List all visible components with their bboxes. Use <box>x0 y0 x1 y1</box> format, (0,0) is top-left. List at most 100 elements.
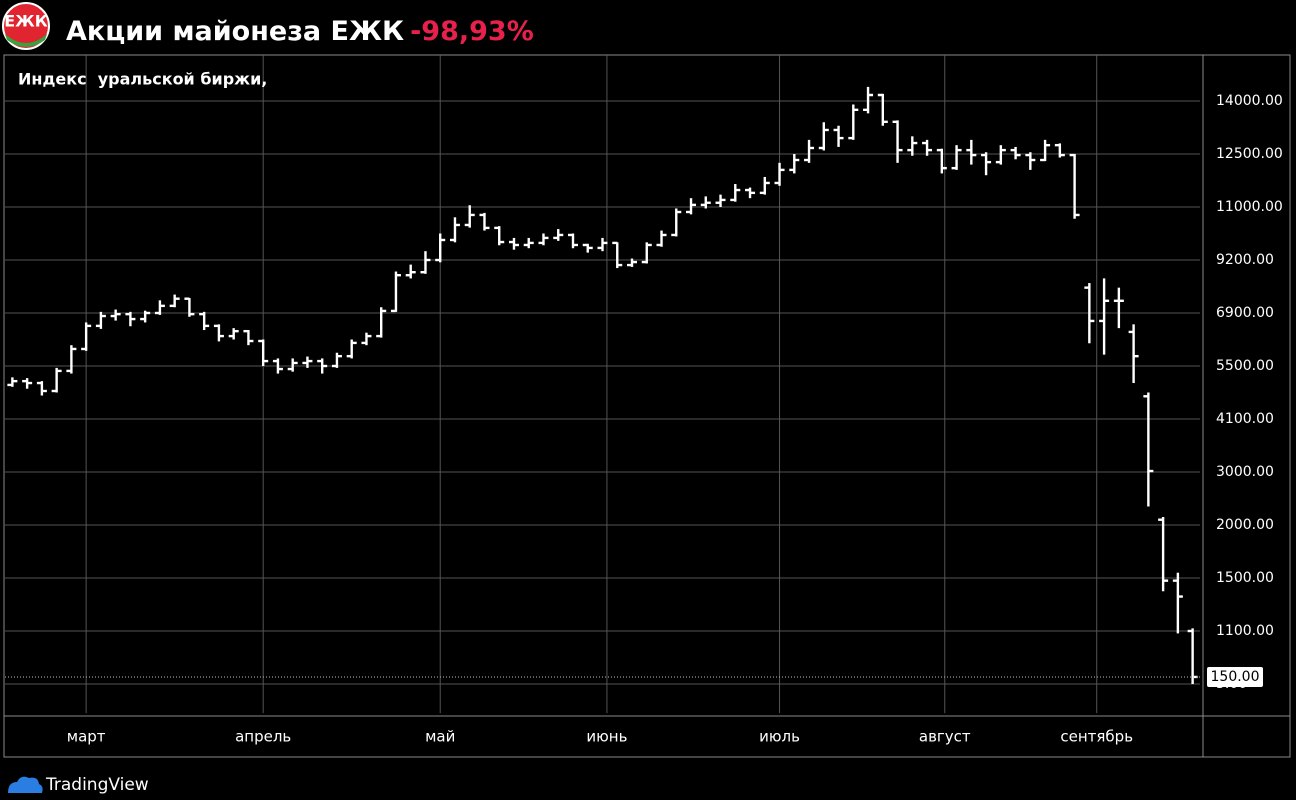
ohlc-bar <box>523 237 534 249</box>
ohlc-bar <box>508 237 519 250</box>
y-tick-label: 9200.00 <box>1216 252 1274 268</box>
ohlc-bar <box>494 226 505 246</box>
ohlc-bar <box>1113 287 1124 329</box>
y-tick-label: 3000.00 <box>1216 464 1274 480</box>
logo-text: ЕЖК <box>4 12 48 31</box>
ohlc-bar <box>833 125 844 147</box>
ohlc-bar <box>1084 283 1095 344</box>
ohlc-bar <box>1143 392 1154 507</box>
y-tick-label: 2000.00 <box>1216 517 1274 533</box>
ohlc-bar <box>36 381 47 396</box>
ohlc-bar <box>464 205 475 228</box>
ohlc-bar <box>582 243 593 253</box>
ohlc-bar <box>1099 278 1110 355</box>
ohlc-bar <box>420 251 431 274</box>
ohlc-bar <box>848 104 859 140</box>
ohlc-bar <box>184 297 195 317</box>
x-tick-label: август <box>919 728 971 746</box>
ohlc-bar <box>272 358 283 374</box>
ohlc-bar <box>951 145 962 170</box>
frame <box>3 54 1291 758</box>
ohlc-bar <box>995 145 1006 165</box>
ohlc-bar <box>243 329 254 346</box>
ohlc-bar <box>907 136 918 156</box>
ohlc-bar <box>22 378 33 389</box>
ohlc-bar <box>1158 517 1169 592</box>
ohlc-bar <box>95 311 106 329</box>
x-tick-label: сентябрь <box>1060 728 1133 746</box>
ohlc-bar <box>228 328 239 340</box>
y-tick-label: 11000.00 <box>1216 199 1283 215</box>
ohlc-bar <box>154 300 165 315</box>
ohlc-bar <box>199 311 210 331</box>
ohlc-bar <box>936 148 947 174</box>
ohlc-bar <box>125 311 136 327</box>
ohlc-bar <box>346 339 357 359</box>
ohlc-bar <box>479 212 490 231</box>
y-tick-label: 12500.00 <box>1216 146 1283 162</box>
ohlc-bar <box>140 310 151 323</box>
x-tick-label: май <box>425 728 455 746</box>
ohlc-bar <box>612 241 623 269</box>
watermark: TradingView <box>45 775 149 795</box>
ohlc-bar <box>745 187 756 199</box>
y-tick-label: 6900.00 <box>1216 305 1274 321</box>
ohlc-bar <box>376 307 387 338</box>
ohlc-bar <box>1010 146 1021 160</box>
ohlc-bar <box>538 233 549 246</box>
ohlc-bar <box>81 322 92 351</box>
ohlc-bar <box>597 237 608 252</box>
ohlc-bar <box>700 196 711 209</box>
ohlc-bar <box>789 154 800 174</box>
change: -98,93% <box>410 16 534 47</box>
ohlc-bar <box>553 229 564 241</box>
ohlc-bar <box>804 139 815 163</box>
y-tick-label: 5500.00 <box>1216 358 1274 374</box>
ohlc-bar <box>213 324 224 342</box>
ohlc-bar <box>1040 139 1051 162</box>
ohlc-bar <box>922 139 933 156</box>
ohlc-bar <box>774 162 785 186</box>
ohlc-bar <box>715 194 726 207</box>
last-price-box <box>1207 666 1263 687</box>
ohlc-bar <box>730 184 741 202</box>
ohlc-bar <box>331 352 342 368</box>
ohlc-bar <box>981 152 992 176</box>
x-tick-label: апрель <box>235 728 291 746</box>
ohlc-bar <box>818 122 829 151</box>
ohlc-bar <box>66 345 77 374</box>
ohlc-bar <box>51 367 62 393</box>
ohlc-bar <box>390 271 401 313</box>
logo-stripe <box>5 34 47 47</box>
title: Акции майонеза ЕЖК <box>66 16 404 47</box>
ohlc-bar <box>449 217 460 243</box>
ohlc-bar <box>1069 153 1080 219</box>
x-tick-label: июнь <box>586 728 627 746</box>
x-tick-label: июль <box>759 728 800 746</box>
ohlc-bar <box>317 358 328 374</box>
subtitle: Индекс уральской биржи, <box>18 70 267 89</box>
ohlc-bar <box>892 120 903 163</box>
ohlc-bar <box>877 93 888 126</box>
ohlc-bar <box>966 139 977 165</box>
ohlc-bar <box>671 208 682 237</box>
ohlc-bar <box>863 86 874 114</box>
ohlc-bar <box>435 233 446 263</box>
ohlc-bar <box>110 309 121 321</box>
ohlc-bar <box>1128 324 1139 384</box>
ohlc-bar <box>169 294 180 308</box>
ohlc-bar <box>641 242 652 264</box>
ohlc-bar <box>656 230 667 247</box>
chart-title: Акции майонеза ЕЖК -98,93% <box>66 16 534 47</box>
ohlc-bar <box>287 358 298 372</box>
y-tick-label: 1500.00 <box>1216 570 1274 586</box>
ohlc-bar <box>258 339 269 366</box>
logo <box>2 2 50 50</box>
ohlc-bar <box>1172 572 1183 634</box>
ohlc-bar <box>1054 143 1065 158</box>
plot <box>5 55 1200 714</box>
last-price-label: 150.00 <box>1211 669 1260 685</box>
ohlc-bar <box>1025 152 1036 170</box>
